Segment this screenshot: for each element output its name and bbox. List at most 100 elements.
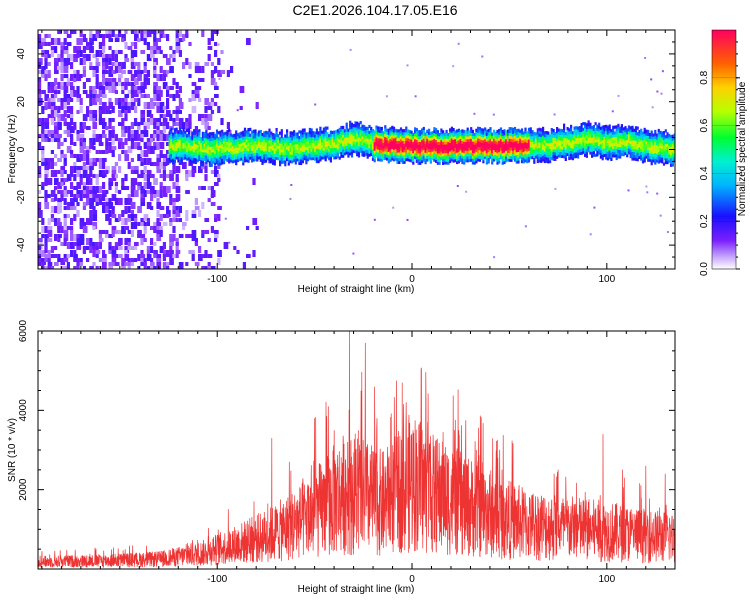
spectrogram-cell <box>515 143 518 147</box>
spectrogram-cell <box>47 162 51 169</box>
spectrogram-cell <box>629 134 632 139</box>
spectrogram-cell <box>510 127 513 131</box>
spectrogram-cell <box>70 230 74 234</box>
spectrogram-cell <box>201 230 205 234</box>
spectrogram-cell <box>608 144 611 148</box>
spectrogram-cell <box>599 129 602 133</box>
spectrogram-cell <box>252 146 255 151</box>
spectrogram-cell <box>264 148 268 152</box>
spectrogram-cell <box>207 186 211 190</box>
spectrogram-cell <box>563 152 566 156</box>
spectrogram-cell <box>194 206 200 210</box>
spectrogram-cell <box>645 129 648 133</box>
spectrogram-cell <box>182 157 185 161</box>
spectrogram-cell <box>180 160 183 164</box>
spectrogram-cell <box>264 130 268 134</box>
spectrogram-cell <box>70 62 74 69</box>
spectrogram-cell <box>505 159 508 163</box>
spectrogram-cell <box>624 151 627 156</box>
spectrogram-cell <box>193 140 196 144</box>
spectrogram-cell <box>533 157 536 161</box>
spectrogram-cell <box>194 66 198 73</box>
spectrogram-cell <box>520 151 524 155</box>
spectrogram-cell <box>333 136 336 140</box>
spectrogram-cell <box>38 262 42 266</box>
spectrogram-cell <box>201 134 204 138</box>
spectrogram-cell <box>286 143 289 147</box>
spectrogram-cell <box>643 156 646 160</box>
spectrogram-cell <box>473 144 476 148</box>
spectrogram-cell <box>429 146 432 150</box>
spectrogram-cell <box>508 155 511 159</box>
spectrogram-cell <box>407 143 410 147</box>
spectrogram-cell <box>137 222 141 226</box>
spectrogram-cell <box>492 138 496 142</box>
spectrogram-cell <box>445 138 448 142</box>
spectrogram-cell <box>264 142 268 146</box>
spectrogram-cell <box>108 186 112 190</box>
spectrogram-cell <box>577 140 580 145</box>
spectrogram-cell <box>79 146 85 153</box>
spectrogram-cell <box>478 135 481 139</box>
spectrogram-cell <box>284 134 287 138</box>
spectrogram-cell <box>105 190 109 194</box>
spectrogram-cell <box>363 153 366 157</box>
spectrogram-cell <box>577 143 580 147</box>
spectrogram-cell <box>596 133 599 137</box>
spectrogram-cell <box>505 147 508 151</box>
spectrogram-cell <box>563 135 566 139</box>
spectrogram-cell <box>127 238 131 242</box>
spectrogram-cell <box>468 133 471 137</box>
spectrogram-cell <box>291 137 294 141</box>
spectrogram-cell <box>641 131 645 135</box>
spectrogram-cell <box>352 252 355 255</box>
spectrogram-cell <box>410 147 413 151</box>
spectrogram-cell <box>105 234 110 238</box>
spectrogram-cell <box>638 144 641 148</box>
spectrogram-cell <box>577 146 580 150</box>
spectrogram-cell <box>322 133 325 137</box>
spectrogram-cell <box>613 142 616 146</box>
spectrogram-cell <box>598 151 601 155</box>
spectrogram-cell <box>373 141 376 146</box>
spectrogram-cell <box>105 78 110 85</box>
spectrogram-cell <box>282 160 285 164</box>
spectrogram-cell <box>601 134 604 138</box>
spectrogram-cell <box>153 222 157 226</box>
spectrogram-cell <box>204 218 210 222</box>
spectrogram-cell <box>612 151 615 155</box>
spectrogram-cell <box>638 138 641 142</box>
spectrogram-cell <box>207 46 213 50</box>
spectrogram-cell <box>645 138 648 142</box>
spectrogram-cell <box>440 148 443 152</box>
spectrogram-cell <box>550 128 553 132</box>
spectrogram-cell <box>429 157 432 161</box>
spectrogram-cell <box>92 66 98 70</box>
spectrogram-cell <box>319 155 322 159</box>
spectrogram-cell <box>580 123 583 127</box>
spectrogram-cell <box>215 155 219 159</box>
spectrogram-cell <box>127 262 131 266</box>
spectrogram-cell <box>179 139 182 143</box>
spectrogram-cell <box>47 86 51 93</box>
spectrogram-cell <box>221 141 224 145</box>
spectrogram-cell <box>654 155 657 159</box>
spectrogram-cell <box>429 131 432 135</box>
spectrogram-cell <box>169 46 173 50</box>
spectrogram-cell <box>613 140 616 144</box>
spectrogram-cell <box>250 142 254 146</box>
spectrogram-cell <box>370 126 373 131</box>
spectrogram-cell <box>347 148 350 152</box>
spectrogram-cell <box>401 143 404 147</box>
spectrogram-cell <box>485 149 488 154</box>
spectrogram-cell <box>114 186 118 193</box>
spectrogram-cell <box>245 150 248 154</box>
spectrogram-cell <box>480 156 483 160</box>
spectrogram-cell <box>529 147 532 151</box>
spectrogram-cell <box>214 139 217 143</box>
spectrogram-cell <box>150 114 154 118</box>
spectrogram-cell <box>585 134 588 138</box>
spectrogram-cell <box>641 134 645 138</box>
spectrogram-cell <box>494 146 497 150</box>
